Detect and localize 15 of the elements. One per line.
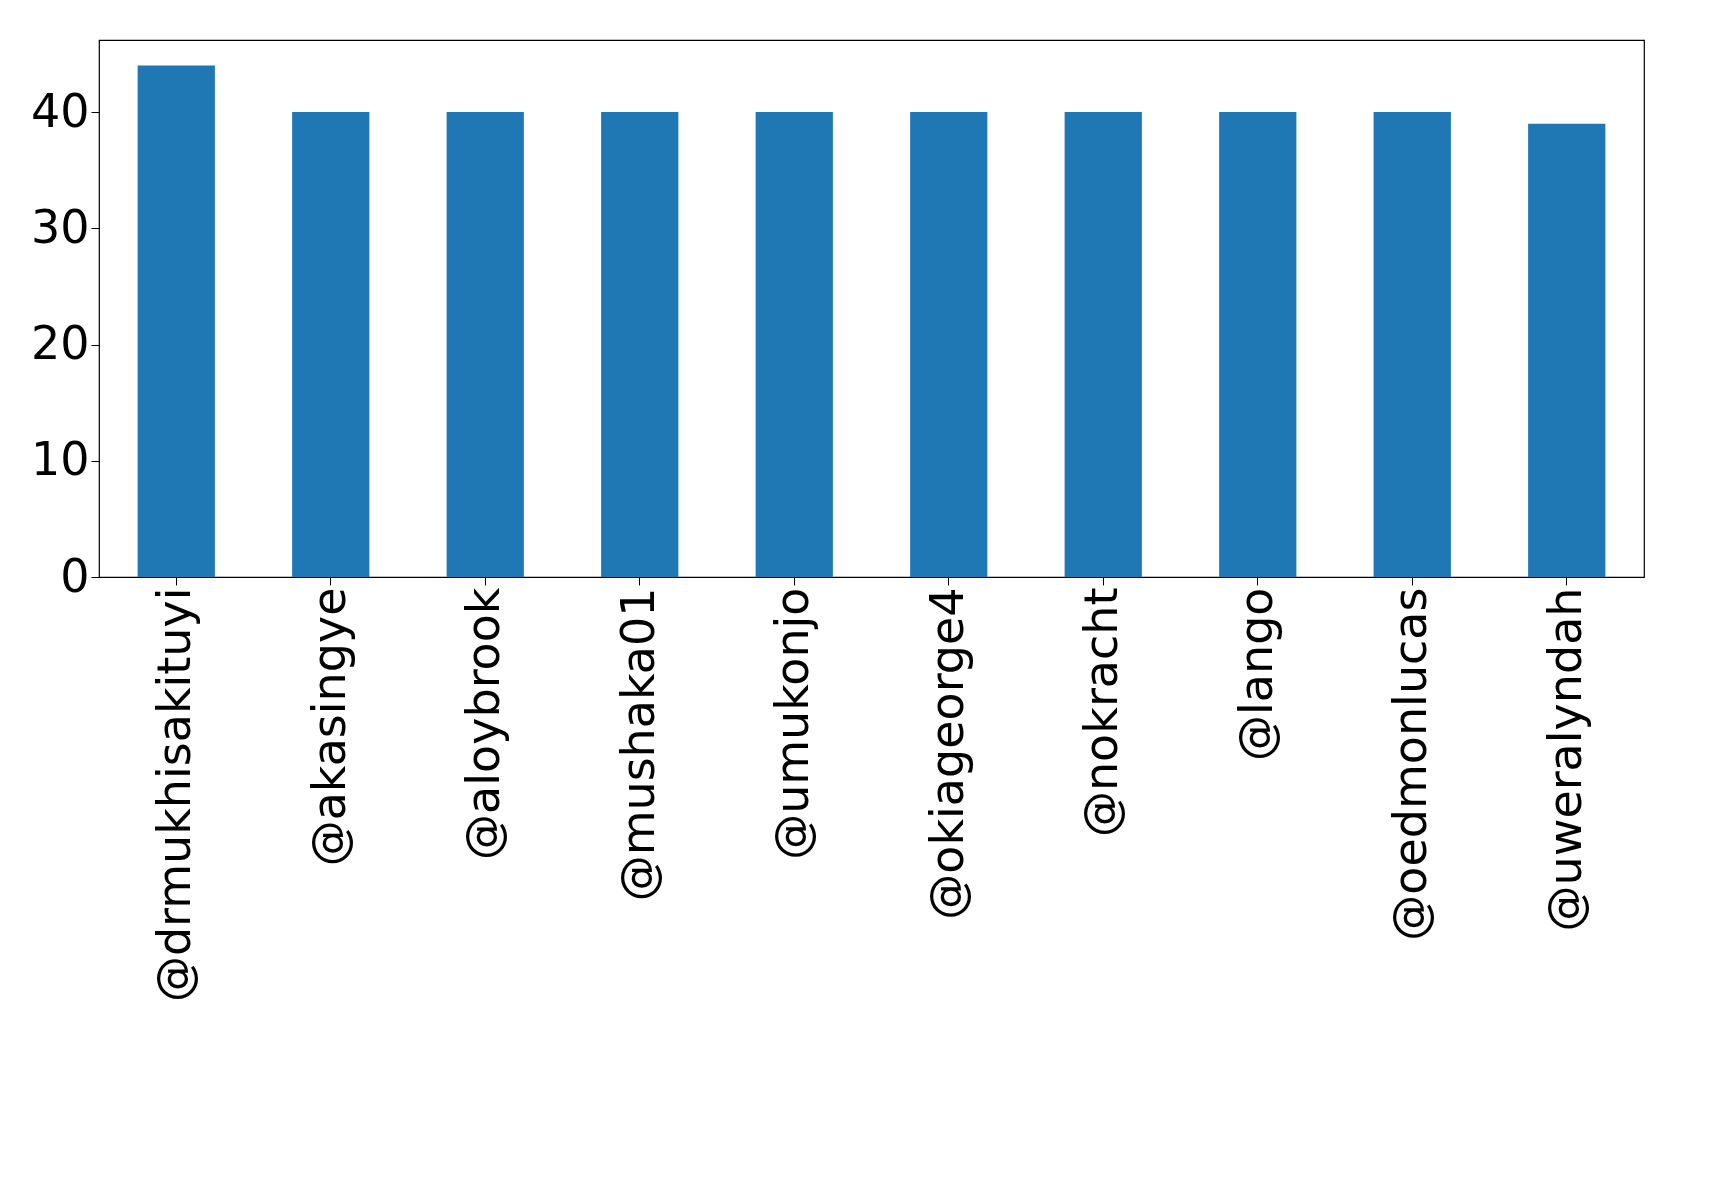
x-tick-label: @umukonjo (765, 587, 820, 860)
y-tick-label: 20 (30, 316, 90, 371)
x-tick-label: @nokracht (1074, 587, 1129, 838)
x-tick-label: @okiageorge4 (919, 587, 974, 920)
y-tick-label: 40 (30, 83, 90, 138)
x-tick-label: @oedmonlucas (1383, 587, 1438, 941)
x-tick-label: @lango (1228, 587, 1283, 761)
x-tick-label: @akasingye (301, 587, 356, 867)
y-tick-label: 30 (30, 199, 90, 254)
x-tick-label: @uweralyndah (1537, 587, 1592, 932)
x-tick-label: @mushaka01 (610, 587, 665, 902)
y-tick-label: 10 (30, 432, 90, 487)
x-tick-label: @drmukhisakituyi (147, 587, 202, 1003)
x-tick-label: @aloybrook (456, 587, 511, 860)
y-tick-label: 0 (60, 548, 90, 603)
